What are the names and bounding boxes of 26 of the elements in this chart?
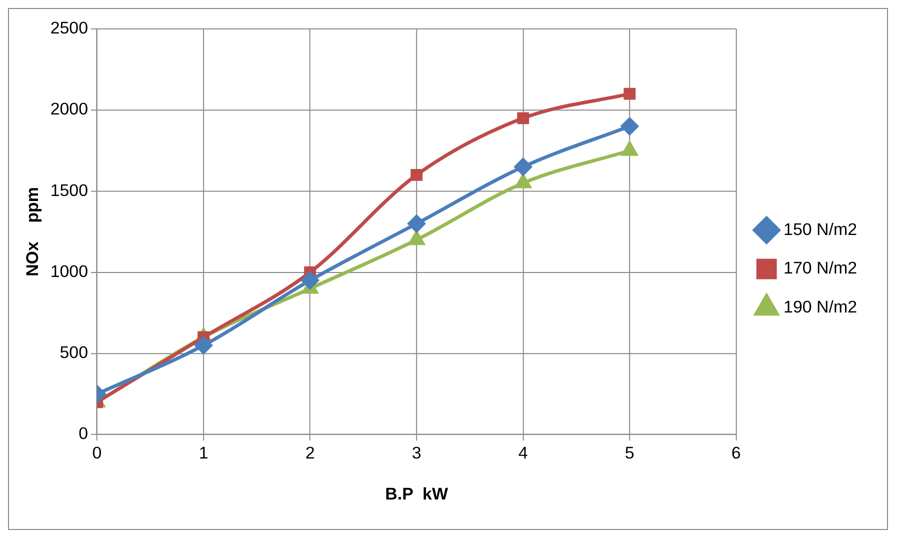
point: [194, 336, 212, 354]
y-tick-label: 0: [78, 424, 88, 444]
y-axis-title: NOx ppm: [22, 187, 42, 276]
x-axis-title: B.P kW: [385, 484, 448, 504]
legend-label: 190 N/m2: [784, 298, 858, 317]
point: [517, 112, 530, 124]
x-tick-label: 4: [518, 443, 528, 462]
point: [410, 168, 423, 181]
y-tick-label: 2000: [50, 100, 88, 119]
y-tick-label: 2500: [50, 18, 88, 38]
point: [514, 158, 532, 176]
legend-label: 170 N/m2: [784, 258, 858, 278]
x-tick-label: 0: [92, 443, 102, 462]
x-tick-label: 2: [305, 443, 315, 462]
point: [620, 118, 638, 135]
legend-label: 150 N/m2: [784, 220, 858, 239]
x-tick-label: 3: [412, 443, 422, 462]
x-tick-label: 1: [198, 443, 208, 462]
y-tick-label: 500: [60, 343, 88, 362]
y-tick-label: 1500: [50, 180, 88, 200]
x-tick-label: 5: [624, 443, 634, 462]
point: [301, 272, 319, 290]
point: [408, 214, 426, 232]
y-tick-label: 1000: [50, 262, 88, 281]
x-tick-label: 6: [731, 443, 741, 462]
point: [624, 88, 636, 100]
